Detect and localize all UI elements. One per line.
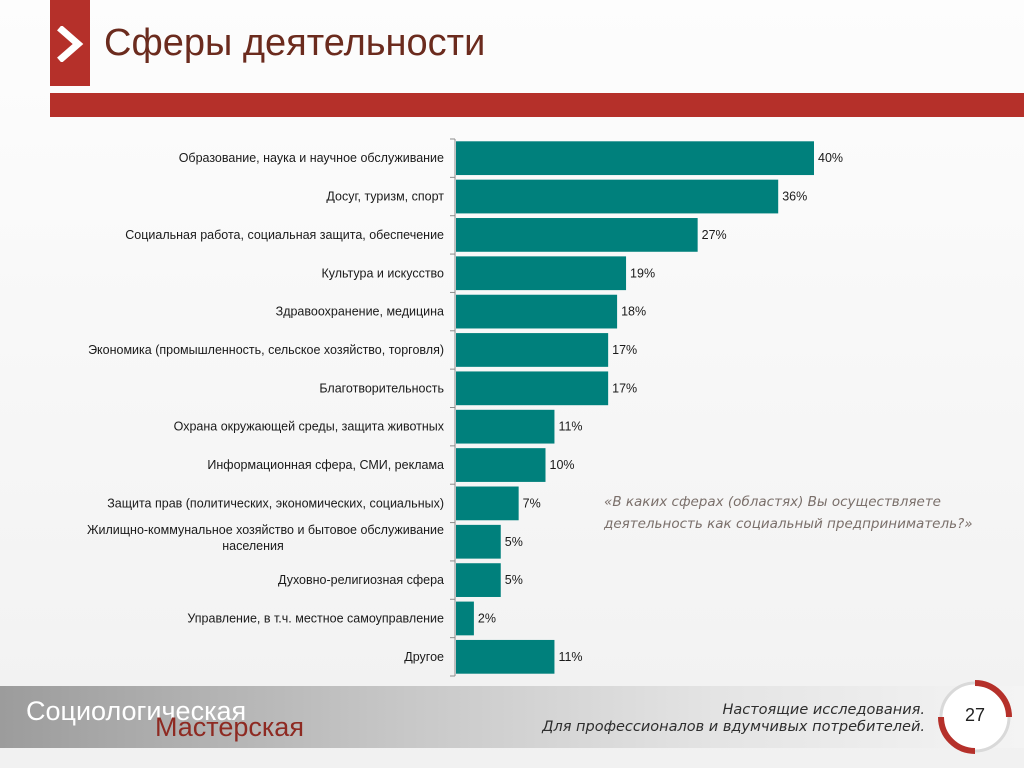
category-label: Образование, наука и научное обслуживани… [179, 151, 444, 165]
category-label: Досуг, туризм, спорт [326, 190, 444, 204]
value-label: 18% [621, 305, 646, 319]
category-label: Защита прав (политических, экономических… [107, 496, 444, 510]
brand-name-line1: Социологическая [26, 696, 247, 726]
category-label: Управление, в т.ч. местное самоуправлени… [187, 611, 444, 625]
value-label: 27% [702, 228, 727, 242]
bar [456, 333, 609, 367]
bar [456, 601, 474, 636]
category-label: Культура и искусство [321, 266, 444, 280]
category-label: Информационная сфера, СМИ, реклама [207, 458, 444, 472]
bar [456, 563, 501, 597]
category-label: Благотворительность [319, 381, 444, 395]
bar [456, 409, 555, 444]
bar [456, 448, 546, 482]
page-number-ring [938, 680, 1012, 754]
value-label: 10% [550, 458, 575, 472]
category-labels: Образование, наука и научное обслуживани… [87, 151, 445, 664]
tagline-line2: Для профессионалов и вдумчивых потребите… [542, 719, 925, 735]
survey-question: «В каких сферах (областях) Вы осуществля… [604, 494, 973, 532]
chevron-right-icon [57, 26, 84, 62]
category-label: Духовно-религиозная сфера [278, 573, 444, 587]
category-label: Экономика (промышленность, сельское хозя… [88, 343, 444, 357]
value-label: 17% [612, 381, 637, 395]
value-label: 11% [558, 420, 582, 434]
bar [456, 141, 814, 176]
value-label: 7% [523, 496, 541, 510]
category-label: Социальная работа, социальная защита, об… [125, 228, 444, 242]
bar [456, 524, 501, 559]
bar [456, 294, 618, 329]
value-label: 17% [612, 343, 637, 357]
category-label: Жилищно-коммунальное хозяйство и бытовое… [87, 523, 444, 537]
value-label: 11% [558, 650, 582, 664]
value-label: 36% [782, 190, 807, 204]
brand-name-line2: Мастерская [155, 712, 304, 742]
bar [456, 486, 519, 521]
bar [456, 371, 609, 406]
value-label: 5% [505, 535, 523, 549]
page-title: Сферы деятельности [104, 22, 486, 64]
category-label: Здравоохранение, медицина [276, 305, 444, 319]
category-label: населения [222, 539, 284, 553]
bars [456, 141, 814, 674]
category-label: Другое [404, 650, 444, 664]
bar [456, 179, 779, 214]
bar-chart: Образование, наука и научное обслуживани… [87, 138, 843, 677]
page-number: 27 [964, 705, 986, 725]
value-labels: 40% 36% 27% 19% 18% 17% 17% 11% 10% 7% 5% 5% 2% 11% [478, 151, 843, 664]
value-label: 2% [478, 611, 496, 625]
bar [456, 639, 555, 674]
category-axis-ticks [450, 138, 455, 677]
value-label: 19% [630, 266, 655, 280]
value-label: 40% [818, 151, 843, 165]
tagline-line1: Настоящие исследования. [722, 702, 925, 718]
logo-box [50, 0, 90, 86]
bar [456, 218, 698, 252]
value-label: 5% [505, 573, 523, 587]
category-label: Охрана окружающей среды, защита животных [174, 420, 445, 434]
bar [456, 256, 627, 291]
footer-band [0, 686, 1024, 748]
header-divider-bar [50, 93, 1024, 117]
